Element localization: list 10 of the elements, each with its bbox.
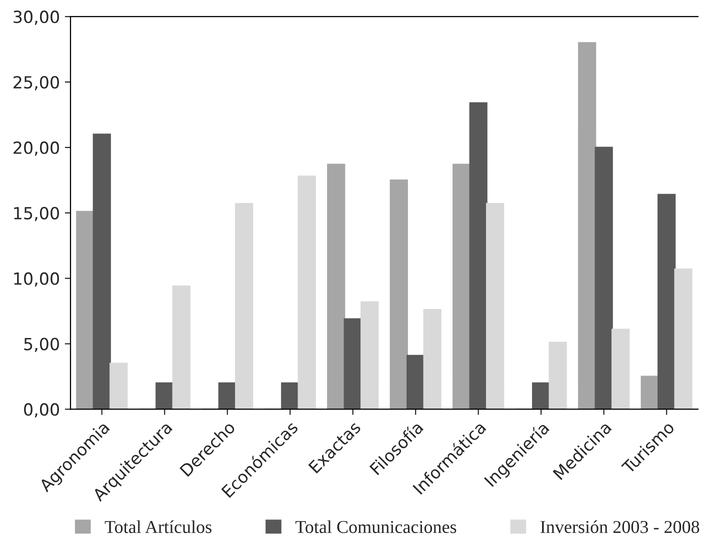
legend-label: Total Artículos (104, 520, 212, 534)
y-tick-label: 15,00 (14, 206, 59, 222)
y-tick-label: 30,00 (14, 10, 59, 25)
y-tick-label: 10,00 (14, 272, 59, 287)
legend-label: Total Comunicaciones (295, 520, 456, 534)
y-tick-label: 0,00 (24, 403, 59, 418)
legend-label: Inversión 2003 - 2008 (540, 520, 700, 534)
y-tick-label: 20,00 (14, 141, 59, 156)
y-tick-label: 25,00 (14, 76, 59, 90)
y-tick-label: 5,00 (24, 338, 59, 352)
